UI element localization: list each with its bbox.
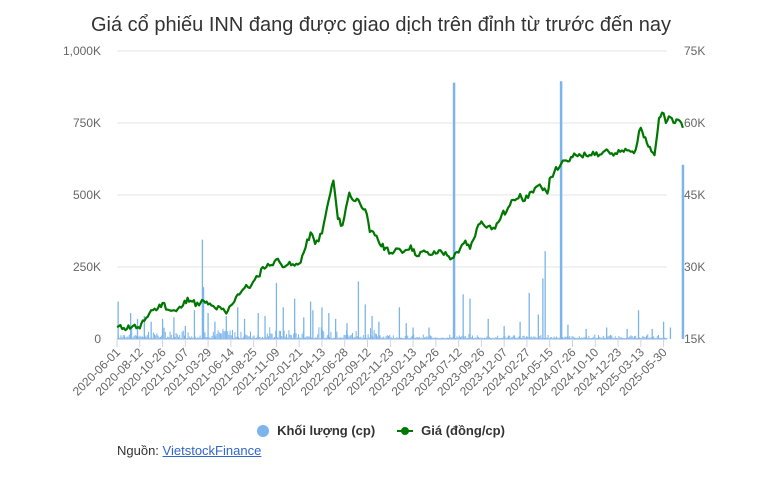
svg-text:45K: 45K — [684, 188, 705, 202]
legend-item-volume[interactable]: Khối lượng (cp) — [257, 423, 375, 438]
svg-text:750K: 750K — [73, 116, 101, 130]
legend: Khối lượng (cp) Giá (đồng/cp) — [0, 423, 762, 438]
y-axis-left-labels: 0 250K 500K 750K 1,000K — [63, 44, 101, 346]
svg-text:30K: 30K — [684, 260, 705, 274]
source-prefix: Nguồn: — [117, 443, 163, 458]
svg-text:0: 0 — [94, 332, 101, 346]
svg-text:75K: 75K — [684, 44, 705, 58]
svg-text:1,000K: 1,000K — [63, 44, 101, 58]
svg-text:250K: 250K — [73, 260, 101, 274]
source-note: Nguồn: VietstockFinance — [117, 443, 261, 458]
line-marker-icon — [397, 426, 414, 435]
source-link[interactable]: VietstockFinance — [162, 443, 262, 458]
y-axis-right-labels: 15K 30K 45K 60K 75K — [684, 44, 705, 346]
volume-bars[interactable] — [117, 81, 685, 340]
svg-text:60K: 60K — [684, 116, 705, 130]
x-axis: 2020-06-012020-08-122020-10-262021-01-07… — [70, 339, 670, 399]
chart-title: Giá cổ phiếu INN đang được giao dịch trê… — [90, 14, 672, 36]
price-line[interactable] — [116, 111, 684, 332]
legend-price-label: Giá (đồng/cp) — [421, 423, 505, 438]
chart-plot-area: 0 250K 500K 750K 1,000K 15K 30K 45K 60K 75K 2020… — [63, 44, 705, 399]
legend-volume-label: Khối lượng (cp) — [277, 423, 376, 438]
svg-text:500K: 500K — [73, 188, 101, 202]
gridlines — [117, 50, 667, 340]
legend-item-price[interactable]: Giá (đồng/cp) — [397, 423, 505, 438]
circle-marker-icon — [257, 424, 270, 437]
svg-text:15K: 15K — [684, 332, 705, 346]
